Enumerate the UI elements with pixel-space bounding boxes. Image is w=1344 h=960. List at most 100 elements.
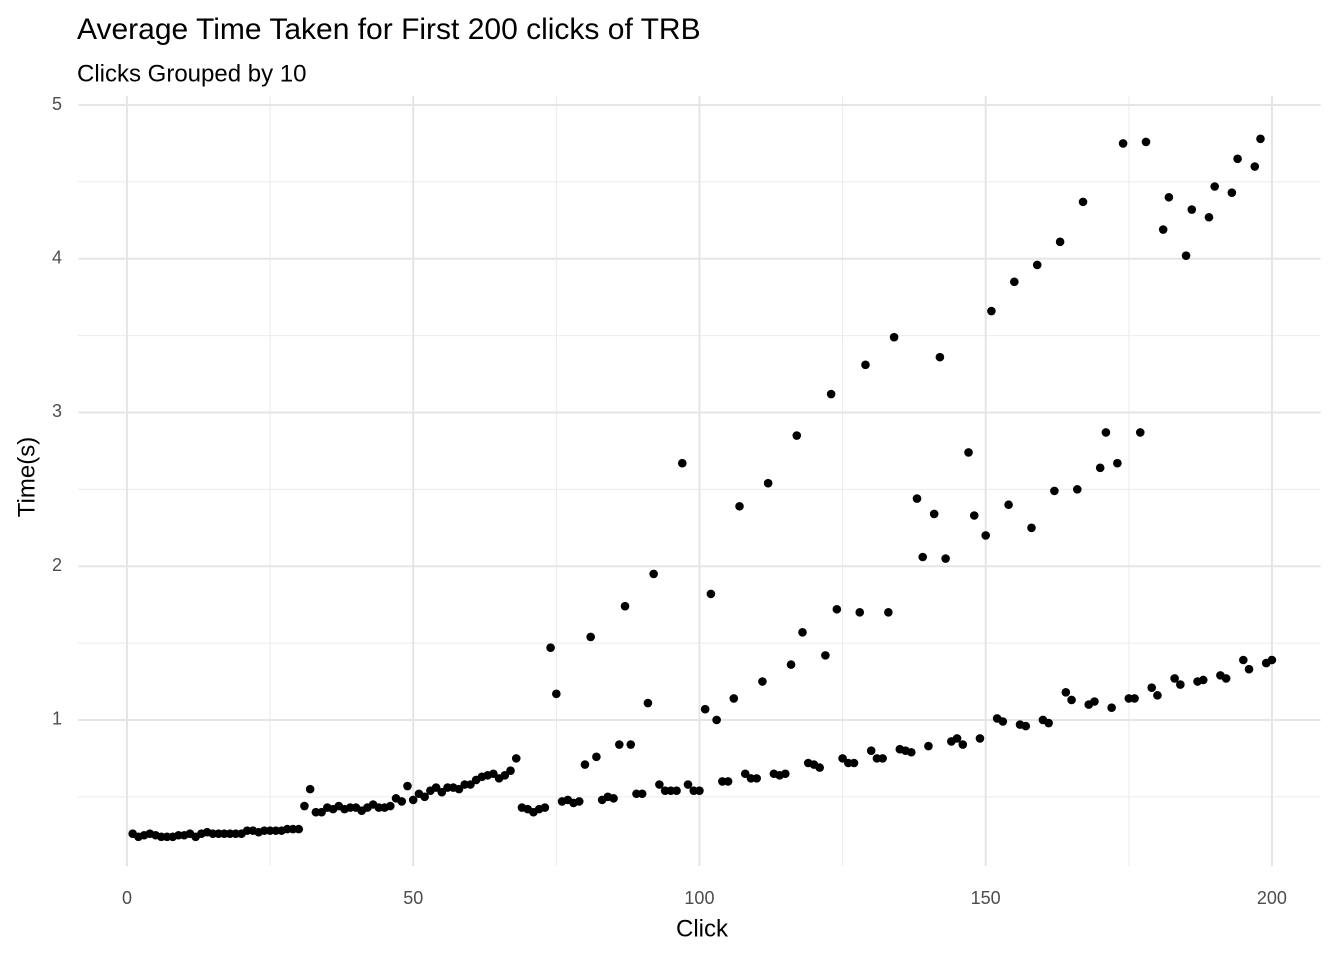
point bbox=[403, 781, 412, 791]
point bbox=[912, 494, 922, 503]
point bbox=[431, 783, 441, 792]
point bbox=[695, 786, 704, 795]
point bbox=[712, 715, 721, 725]
y-tick-label: 1 bbox=[52, 709, 62, 729]
point bbox=[866, 746, 876, 756]
point bbox=[420, 792, 429, 802]
point bbox=[821, 651, 830, 660]
x-axis-label: Click bbox=[676, 915, 729, 942]
point bbox=[855, 608, 865, 617]
point bbox=[546, 643, 555, 652]
point bbox=[975, 734, 985, 743]
point bbox=[838, 754, 847, 763]
point bbox=[758, 677, 767, 686]
point bbox=[592, 752, 601, 762]
point bbox=[826, 389, 836, 399]
point bbox=[998, 717, 1008, 726]
point bbox=[1221, 674, 1231, 683]
point bbox=[1055, 237, 1065, 247]
point bbox=[305, 784, 315, 794]
point bbox=[397, 797, 407, 806]
y-tick-label: 3 bbox=[52, 401, 62, 421]
point bbox=[1141, 137, 1151, 147]
point bbox=[506, 766, 515, 775]
point bbox=[1135, 428, 1145, 437]
point bbox=[615, 740, 624, 749]
point bbox=[906, 747, 916, 757]
point bbox=[1050, 486, 1059, 496]
chart-subtitle: Clicks Grouped by 10 bbox=[77, 60, 306, 87]
x-tick-label: 150 bbox=[971, 888, 1001, 908]
point bbox=[552, 689, 561, 699]
point bbox=[1010, 277, 1019, 287]
point bbox=[981, 531, 990, 540]
point bbox=[1078, 197, 1088, 207]
point bbox=[466, 780, 475, 789]
y-tick-label: 4 bbox=[52, 248, 62, 268]
point bbox=[706, 589, 716, 599]
point bbox=[454, 784, 464, 794]
point bbox=[511, 754, 521, 763]
point bbox=[1233, 154, 1242, 164]
point bbox=[929, 509, 939, 519]
point bbox=[1250, 162, 1260, 171]
point bbox=[987, 306, 996, 316]
point bbox=[609, 794, 618, 803]
point bbox=[683, 780, 693, 789]
point bbox=[672, 786, 681, 795]
point bbox=[832, 604, 842, 614]
point bbox=[889, 332, 899, 342]
point bbox=[786, 660, 796, 669]
point bbox=[1210, 182, 1219, 191]
point bbox=[1256, 134, 1265, 144]
point bbox=[798, 628, 807, 637]
point bbox=[700, 704, 710, 714]
point bbox=[792, 431, 802, 440]
point bbox=[1107, 703, 1116, 712]
point bbox=[1061, 687, 1071, 697]
point bbox=[1267, 655, 1277, 665]
point bbox=[763, 478, 773, 488]
point bbox=[1101, 428, 1111, 437]
point bbox=[1158, 225, 1168, 234]
point bbox=[294, 824, 304, 834]
point bbox=[1239, 655, 1248, 665]
point bbox=[386, 801, 395, 811]
point bbox=[1198, 675, 1208, 685]
point bbox=[1004, 500, 1013, 510]
point bbox=[861, 360, 870, 370]
chart-title: Average Time Taken for First 200 clicks … bbox=[77, 13, 701, 46]
x-tick-label: 200 bbox=[1257, 888, 1287, 908]
point bbox=[1032, 260, 1042, 270]
point bbox=[489, 769, 498, 779]
point bbox=[1170, 674, 1179, 683]
point bbox=[924, 741, 933, 751]
y-axis-label: Time(s) bbox=[13, 437, 40, 517]
point bbox=[1187, 205, 1197, 214]
point bbox=[620, 601, 630, 611]
point bbox=[1044, 718, 1053, 728]
point bbox=[500, 770, 510, 780]
point bbox=[935, 352, 945, 362]
point bbox=[1021, 721, 1031, 731]
x-tick-label: 0 bbox=[122, 888, 132, 908]
point bbox=[1153, 691, 1162, 700]
point bbox=[317, 807, 326, 817]
point bbox=[1204, 212, 1214, 222]
point bbox=[580, 760, 590, 769]
point bbox=[1072, 485, 1082, 494]
point bbox=[752, 774, 761, 783]
point bbox=[437, 787, 447, 797]
point bbox=[637, 789, 647, 799]
point bbox=[941, 554, 950, 563]
point bbox=[918, 552, 928, 562]
x-tick-label: 100 bbox=[684, 888, 714, 908]
point bbox=[574, 797, 584, 806]
point bbox=[1181, 251, 1191, 260]
point bbox=[878, 754, 887, 763]
point bbox=[1113, 458, 1122, 468]
point bbox=[1227, 188, 1237, 197]
point bbox=[781, 769, 790, 779]
point bbox=[1164, 192, 1174, 202]
point bbox=[884, 608, 893, 617]
